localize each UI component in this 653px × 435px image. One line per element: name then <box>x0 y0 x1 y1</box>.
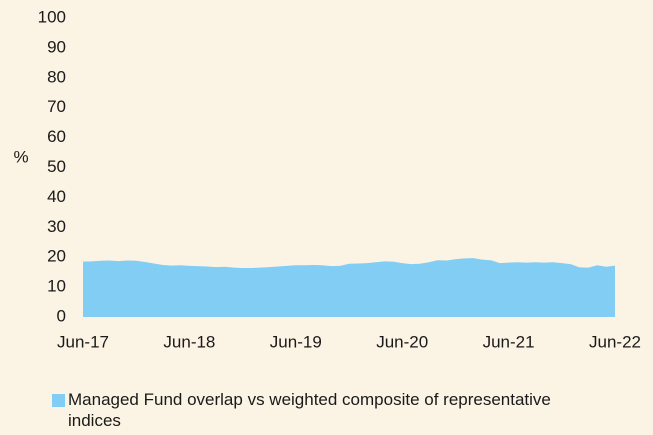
legend-swatch <box>52 394 65 407</box>
x-tick-label: Jun-17 <box>57 332 109 351</box>
y-tick-label: 50 <box>47 157 66 176</box>
y-tick-label: 40 <box>47 187 66 206</box>
y-tick-label: 70 <box>47 97 66 116</box>
y-tick-label: 0 <box>57 306 66 325</box>
x-tick-label: Jun-18 <box>163 332 215 351</box>
y-tick-label: 80 <box>47 67 66 86</box>
x-tick-label: Jun-19 <box>270 332 322 351</box>
x-tick-label: Jun-22 <box>589 332 641 351</box>
y-tick-label: 60 <box>47 127 66 146</box>
area <box>83 258 615 317</box>
x-tick-label: Jun-21 <box>483 332 535 351</box>
y-tick-label: 10 <box>47 277 66 296</box>
legend-label: Managed Fund overlap vs weighted composi… <box>68 390 551 430</box>
x-tick-label: Jun-20 <box>376 332 428 351</box>
y-tick-label: 100 <box>38 7 66 26</box>
y-axis-label: % <box>13 147 28 166</box>
y-tick-label: 30 <box>47 217 66 236</box>
y-tick-label: 90 <box>47 37 66 56</box>
y-tick-label: 20 <box>47 247 66 266</box>
legend: Managed Fund overlap vs weighted composi… <box>52 389 572 431</box>
